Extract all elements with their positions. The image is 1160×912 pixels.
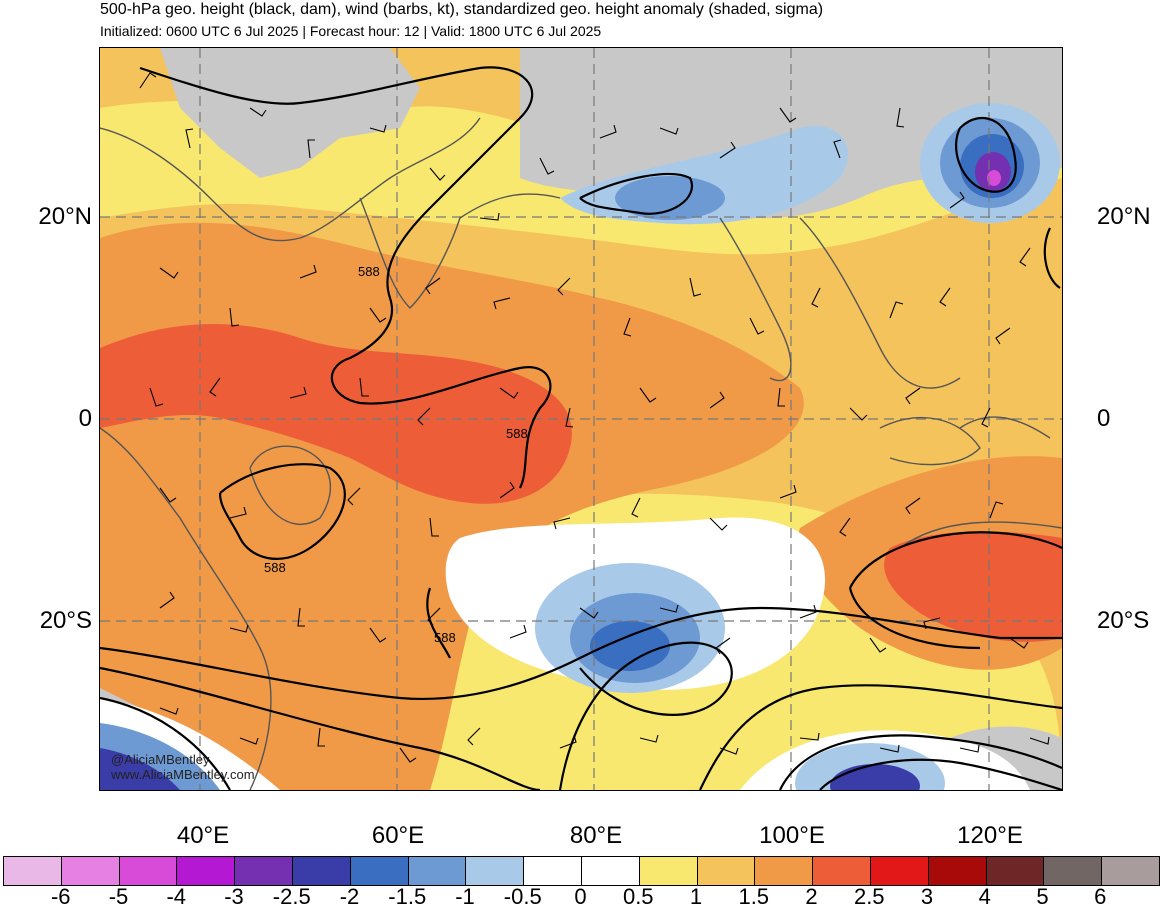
colorbar-label: 0: [574, 884, 587, 909]
lat-label-right-20s: 20°S: [1097, 607, 1150, 634]
colorbar-label: -2: [339, 884, 360, 909]
lat-label-left-20s: 20°S: [39, 607, 92, 634]
colorbar-box: [466, 857, 525, 885]
map-subtitle: Initialized: 0600 UTC 6 Jul 2025 | Forec…: [100, 23, 602, 39]
colorbar-box: [1044, 857, 1103, 885]
height-contours: [100, 66, 1062, 790]
colorbar-box: [4, 857, 62, 885]
colorbar-label: -2.5: [272, 884, 311, 909]
colorbar-box: [177, 857, 236, 885]
map-title: 500-hPa geo. height (black, dam), wind (…: [100, 1, 824, 18]
anomaly-low-south-3: [590, 621, 670, 671]
colorbar-box: [235, 857, 293, 885]
colorbar-box: [408, 857, 467, 885]
coastlines: [100, 117, 1062, 790]
lat-label-right-20n: 20°N: [1097, 203, 1151, 230]
colorbar-label: 0.5: [622, 884, 654, 909]
anomaly-red-indian-ocean: [100, 324, 572, 504]
colorbar-box: [1102, 857, 1159, 885]
lon-label-100e: 100°E: [759, 822, 825, 849]
colorbar: [3, 856, 1160, 886]
colorbar-box: [697, 857, 756, 885]
contour-label: 588: [506, 426, 528, 441]
colorbar-label: 1: [689, 884, 703, 909]
colorbar-box: [292, 857, 351, 885]
colorbar-label: -1: [455, 884, 475, 909]
colorbar-label: -0.5: [503, 884, 542, 909]
colorbar-box: [755, 857, 814, 885]
anomaly-low-sw-2: [100, 748, 180, 790]
contour-label: 588: [434, 630, 456, 645]
anomaly-low-north-core: [615, 176, 725, 220]
colorbar-box: [928, 857, 987, 885]
colorbar-label: 2.5: [853, 884, 885, 909]
credit-site: www.AliciaMBentley.com: [111, 767, 255, 782]
wind-barbs: [139, 72, 1050, 763]
colorbar-box: [61, 857, 120, 885]
map-graphic: 588 588 588 588: [100, 48, 1062, 790]
lat-label-left-0: 0: [78, 405, 92, 432]
lat-label-left-20n: 20°N: [38, 203, 92, 230]
anomaly-red-australia: [884, 531, 1062, 642]
colorbar-box: [986, 857, 1045, 885]
colorbar-label: 5: [1036, 884, 1049, 909]
lon-label-60e: 60°E: [371, 822, 425, 849]
colorbar-label: -5: [108, 884, 129, 909]
colorbar-label: 3: [920, 884, 934, 909]
colorbar-label: 2: [805, 884, 818, 909]
colorbar-box: [813, 857, 871, 885]
graticule: [100, 48, 1062, 790]
weather-map: 588 588 588 588: [99, 47, 1063, 791]
contour-label: 588: [358, 264, 380, 279]
colorbar-label: 1.5: [738, 884, 770, 909]
colorbar-label: 6: [1094, 884, 1107, 909]
colorbar-label: -3: [224, 884, 244, 909]
colorbar-label: 4: [978, 884, 991, 909]
typhoon-anomaly-5: [987, 170, 1001, 186]
colorbar-box: [870, 857, 929, 885]
colorbar-box: [581, 857, 640, 885]
colorbar-label: -6: [50, 884, 71, 909]
colorbar-box: [639, 857, 698, 885]
contour-label: 588: [264, 560, 286, 575]
land-mask-arabia: [160, 48, 420, 178]
lon-label-80e: 80°E: [569, 822, 623, 849]
lat-label-right-0: 0: [1097, 405, 1111, 432]
colorbar-box: [524, 857, 582, 885]
credit-handle: @AliciaMBentley: [111, 752, 210, 767]
colorbar-box: [119, 857, 178, 885]
lon-label-120e: 120°E: [957, 822, 1023, 849]
colorbar-label: -4: [166, 884, 187, 909]
colorbar-box: [350, 857, 409, 885]
contour-label-group: 588 588 588 588: [264, 264, 528, 645]
colorbar-label: -1.5: [388, 884, 427, 909]
lon-label-40e: 40°E: [176, 822, 230, 849]
